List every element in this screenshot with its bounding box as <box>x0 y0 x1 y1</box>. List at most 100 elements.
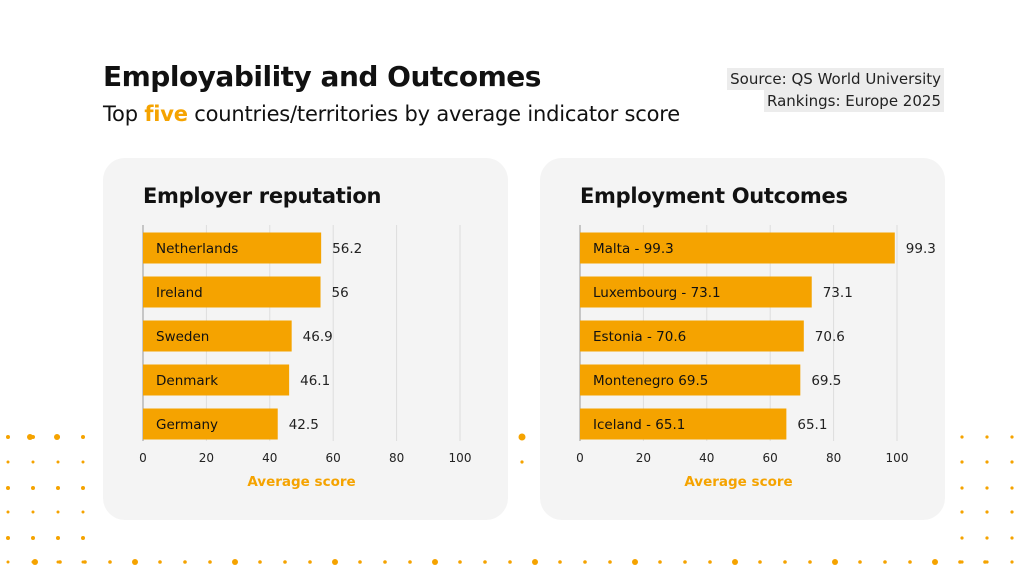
bar-category-label: Iceland - 65.1 <box>593 417 685 433</box>
decor-dot <box>54 434 60 440</box>
bar-category-label: Sweden <box>156 329 209 345</box>
x-axis-title: Average score <box>684 474 792 490</box>
employment-outcomes-panel: 0 20 40 60 80 100 Malta - 99.3 99.3 Luxembourg -… <box>540 158 945 520</box>
decor-dot <box>208 560 212 564</box>
decor-dot <box>56 536 60 540</box>
bar-value-label: 70.6 <box>815 329 845 345</box>
bar-category-label: Netherlands <box>156 241 238 257</box>
decor-dot <box>81 435 85 439</box>
decor-dot <box>81 460 85 464</box>
decor-dot <box>508 560 512 564</box>
decor-dot <box>458 560 462 564</box>
bar-category-label: Estonia - 70.6 <box>593 329 686 345</box>
decor-dot <box>518 433 526 441</box>
x-tick-label: 80 <box>826 451 841 465</box>
decor-dot <box>708 560 712 564</box>
decor-dot <box>1010 510 1014 514</box>
decor-dot <box>6 435 10 439</box>
x-tick-label: 80 <box>389 451 404 465</box>
decor-dot <box>31 486 35 490</box>
decor-dot <box>683 560 687 564</box>
decor-dot <box>432 559 438 565</box>
bar <box>580 408 787 440</box>
decor-dot <box>1010 460 1014 464</box>
bar <box>143 276 321 308</box>
decor-dot <box>6 560 10 564</box>
decor-dot <box>960 435 964 439</box>
x-tick-label: 40 <box>699 451 714 465</box>
decor-dot <box>1010 536 1014 540</box>
decor-dot <box>183 560 187 564</box>
decor-dot <box>358 560 362 564</box>
bar-category-label: Ireland <box>156 285 203 301</box>
decor-dot <box>31 460 35 464</box>
page-subtitle: Top five countries/territories by averag… <box>103 102 680 126</box>
bar <box>143 232 322 264</box>
bar-value-label: 56.2 <box>332 241 362 257</box>
decor-dot <box>1010 486 1014 490</box>
page-title: Employability and Outcomes <box>103 60 541 93</box>
decor-dot <box>658 560 662 564</box>
decor-dot <box>6 486 10 490</box>
x-tick-label: 100 <box>449 451 472 465</box>
decor-dot <box>960 536 964 540</box>
source-note: Source: QS World University Rankings: Eu… <box>727 68 944 112</box>
x-tick-label: 0 <box>576 451 584 465</box>
bar-value-label: 69.5 <box>811 373 841 389</box>
subtitle-highlight: five <box>144 102 188 126</box>
decor-dot <box>32 559 38 565</box>
decor-dot <box>6 536 10 540</box>
decor-dot <box>985 510 989 514</box>
decor-dot <box>283 560 287 564</box>
bar-category-label: Malta - 99.3 <box>593 241 674 257</box>
decor-dot <box>308 560 312 564</box>
decor-dot <box>985 435 989 439</box>
decor-dot <box>958 560 962 564</box>
decor-dot <box>783 560 787 564</box>
subtitle-suffix: countries/territories by average indicat… <box>187 102 680 126</box>
employer-reputation-chart: 0 20 40 60 80 100 Netherlands 56.2 Ireland 56 Swed… <box>139 225 472 490</box>
decor-dot <box>56 460 60 464</box>
employment-outcomes-chart: 0 20 40 60 80 100 Malta - 99.3 99.3 Luxembourg -… <box>576 225 936 490</box>
bar-value-label: 42.5 <box>289 417 319 433</box>
decor-dot <box>408 560 412 564</box>
bar-category-label: Denmark <box>156 373 218 389</box>
bar <box>143 364 290 396</box>
decor-dot <box>808 560 812 564</box>
decor-dot <box>81 486 85 490</box>
decor-dot <box>858 560 862 564</box>
decor-dot <box>31 536 35 540</box>
decor-dot <box>1010 435 1014 439</box>
decor-dot <box>732 559 738 565</box>
decor-dot <box>56 486 60 490</box>
decor-dot <box>932 559 938 565</box>
bar-category-label: Germany <box>156 417 218 433</box>
decor-dot <box>520 460 524 464</box>
decor-dot <box>632 559 638 565</box>
subtitle-prefix: Top <box>103 102 145 126</box>
x-tick-label: 100 <box>886 451 909 465</box>
decor-dot <box>758 560 762 564</box>
decor-dot <box>31 510 35 514</box>
bar <box>580 232 895 264</box>
bar-value-label: 99.3 <box>906 241 936 257</box>
decor-dot <box>983 560 987 564</box>
x-tick-label: 20 <box>636 451 651 465</box>
bar <box>143 320 292 352</box>
x-tick-label: 60 <box>326 451 341 465</box>
decor-dot <box>985 460 989 464</box>
decor-dot <box>58 560 62 564</box>
decor-dot <box>960 460 964 464</box>
decor-dot <box>132 559 138 565</box>
decor-dot <box>158 560 162 564</box>
x-tick-label: 40 <box>262 451 277 465</box>
employer-reputation-panel: 0 20 40 60 80 100 Netherlands 56.2 Ireland 56 Swed… <box>103 158 508 520</box>
x-tick-label: 60 <box>763 451 778 465</box>
bar-value-label: 46.1 <box>300 373 330 389</box>
bar <box>143 408 278 440</box>
decor-dot <box>1010 560 1014 564</box>
decor-dot <box>960 486 964 490</box>
x-tick-label: 20 <box>199 451 214 465</box>
decor-dot <box>383 560 387 564</box>
decor-dot <box>332 559 338 565</box>
